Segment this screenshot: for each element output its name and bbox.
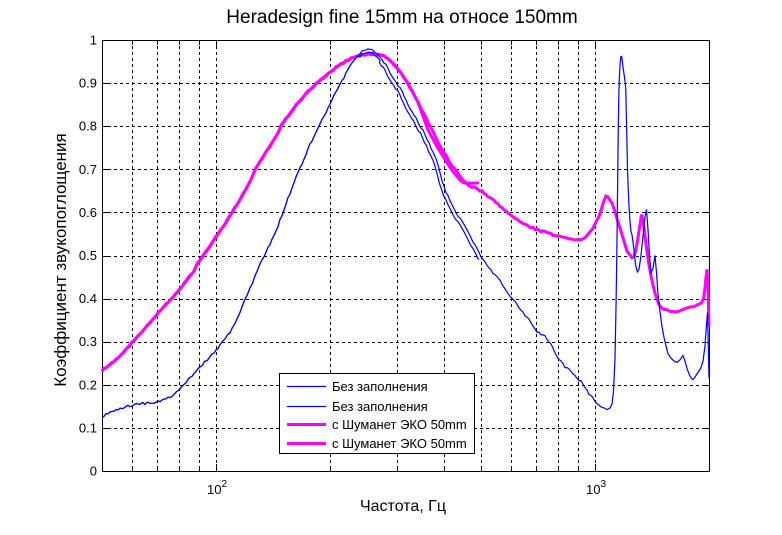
svg-text:0: 0 — [90, 464, 97, 479]
svg-text:0.9: 0.9 — [79, 76, 97, 91]
svg-text:Частота, Гц: Частота, Гц — [360, 498, 446, 515]
svg-text:0.3: 0.3 — [79, 334, 97, 349]
svg-text:0.4: 0.4 — [79, 291, 97, 306]
svg-text:с Шуманет ЭКО 50mm: с Шуманет ЭКО 50mm — [332, 436, 467, 451]
svg-text:1: 1 — [90, 33, 97, 48]
svg-text:Без заполнения: Без заполнения — [332, 379, 428, 394]
svg-text:Коэффициент звукопоглощения: Коэффициент звукопоглощения — [51, 133, 70, 387]
svg-text:с Шуманет ЭКО 50mm: с Шуманет ЭКО 50mm — [332, 417, 467, 432]
svg-text:0.5: 0.5 — [79, 248, 97, 263]
svg-text:0.6: 0.6 — [79, 205, 97, 220]
svg-text:0.2: 0.2 — [79, 377, 97, 392]
svg-text:0.7: 0.7 — [79, 162, 97, 177]
svg-text:0.1: 0.1 — [79, 420, 97, 435]
svg-text:0.8: 0.8 — [79, 119, 97, 134]
svg-text:Без заполнения: Без заполнения — [332, 399, 428, 414]
svg-text:Heradesign fine 15mm на относе: Heradesign fine 15mm на относе 150mm — [226, 7, 577, 28]
